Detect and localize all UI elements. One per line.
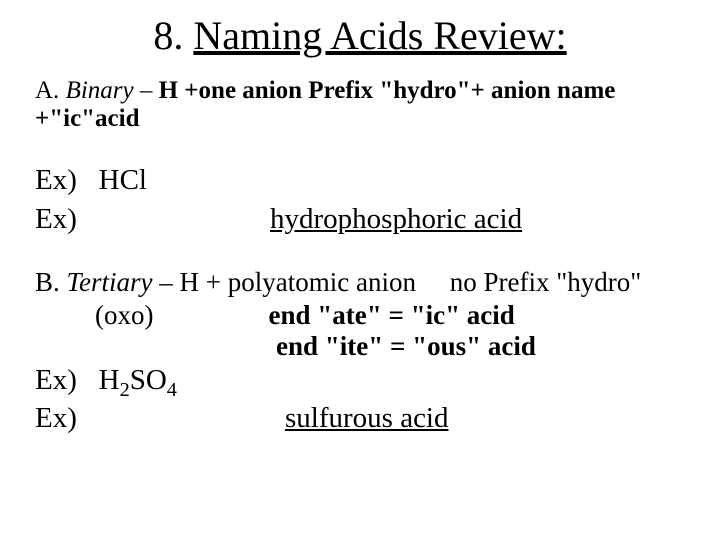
example-b2-answer: sulfurous acid <box>285 402 449 434</box>
oxo-rule-ate: (oxo) end "ate" = "ic" acid <box>35 300 685 331</box>
slide-content: 8. Naming Acids Review: A. Binary – H +o… <box>0 0 720 458</box>
example-b1-sub2: 4 <box>167 379 177 401</box>
oxo-text: (oxo) <box>95 300 153 330</box>
rule-ite-line: end "ite" = "ous" acid <box>35 331 685 362</box>
example-a2: Ex)hydrophosphoric acid <box>35 200 685 239</box>
examples-b: Ex) H2SO4 Ex)sulfurous acid <box>35 362 685 437</box>
slide-title: 8. Naming Acids Review: <box>35 12 685 59</box>
example-b2-label: Ex) <box>35 400 285 438</box>
section-b-term: Tertiary <box>67 267 153 297</box>
section-a-dash: – <box>134 77 159 104</box>
rule-ite: end "ite" = "ous" acid <box>276 331 536 361</box>
example-a1-text: Ex) HCl <box>35 164 147 196</box>
example-b1-mid: SO <box>130 364 167 396</box>
example-b1: Ex) H2SO4 <box>35 362 685 400</box>
section-b-label: B. <box>35 267 67 297</box>
section-b: B. Tertiary – H + polyatomic anion no Pr… <box>35 267 685 298</box>
example-b1-label: Ex) H <box>35 364 120 396</box>
rule-ate: end "ate" = "ic" acid <box>268 300 514 330</box>
section-b-rest: – H + polyatomic anion no Prefix "hydro" <box>153 267 642 297</box>
section-a-term: Binary <box>66 77 134 104</box>
section-a-label: A. <box>35 77 66 104</box>
example-a2-answer: hydrophosphoric acid <box>270 203 522 235</box>
title-number: 8. <box>153 13 193 58</box>
title-text: Naming Acids Review: <box>193 13 566 58</box>
example-b1-sub1: 2 <box>120 379 130 401</box>
section-a: A. Binary – H +one anion Prefix "hydro"+… <box>35 77 685 133</box>
example-a2-label: Ex) <box>35 200 270 239</box>
example-a1: Ex) HCl <box>35 161 685 200</box>
examples-a: Ex) HCl Ex)hydrophosphoric acid <box>35 161 685 239</box>
example-b2: Ex)sulfurous acid <box>35 400 685 438</box>
